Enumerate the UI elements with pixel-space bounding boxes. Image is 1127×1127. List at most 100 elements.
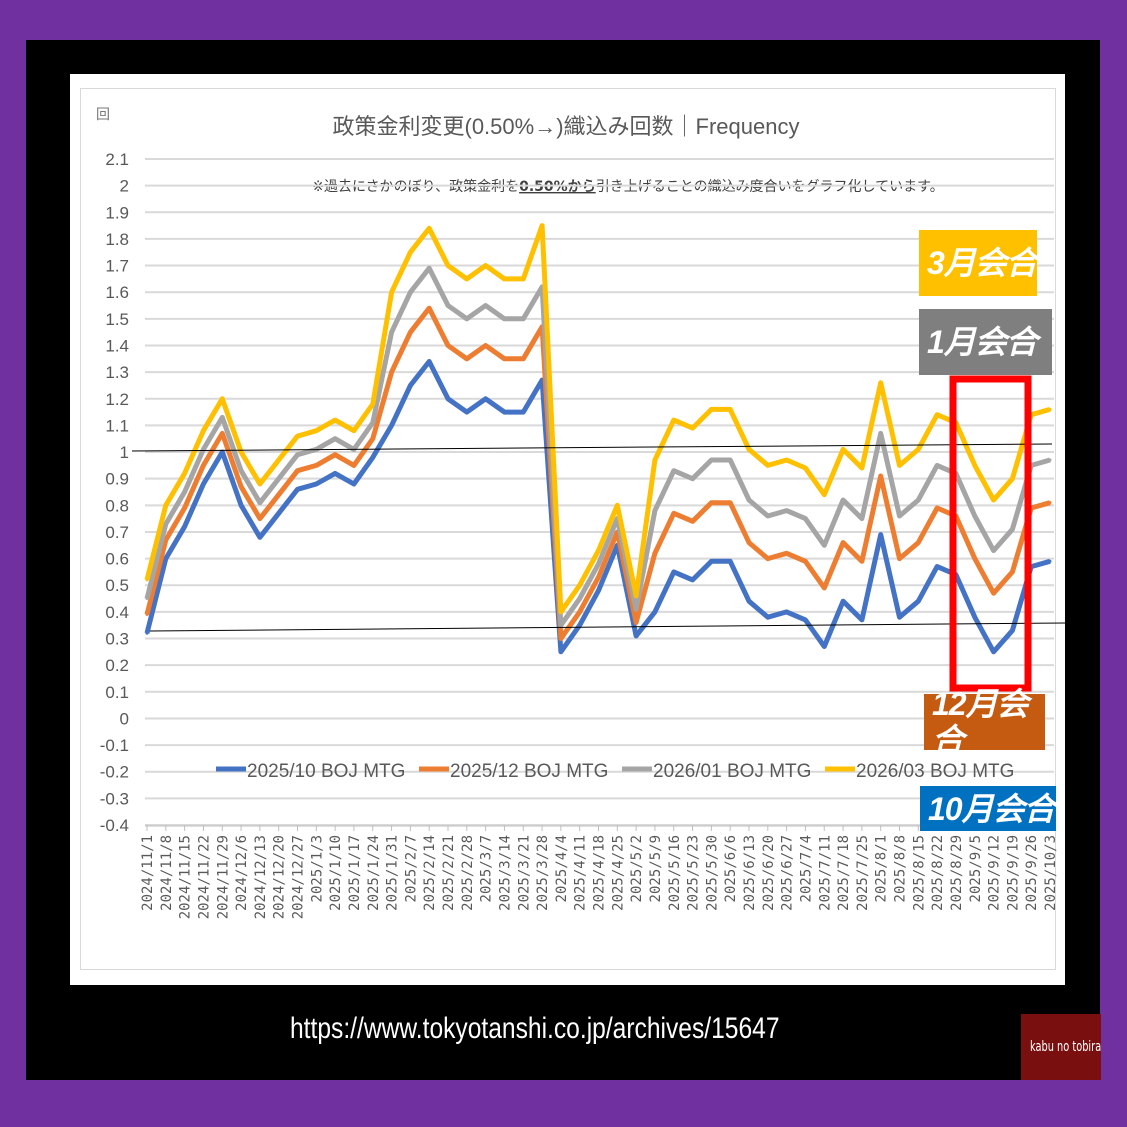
x-tick-label: 2025/1/31 [385,835,401,911]
tag-march: 3月会合 [919,230,1038,296]
data-point [408,383,412,387]
data-point [201,429,205,433]
x-tick-label: 2025/8/15 [911,835,927,911]
data-point [672,469,676,473]
y-tick-label: 1.5 [105,310,129,329]
data-point [333,453,337,457]
data-point [465,357,469,361]
data-point [898,557,901,561]
data-point [691,578,695,582]
x-tick-label: 2025/6/27 [780,835,796,911]
data-point [672,418,676,422]
data-point [578,623,582,627]
data-point [822,586,826,590]
data-point [916,498,920,502]
y-tick-label: 1.8 [105,230,129,249]
x-tick-label: 2025/5/23 [686,835,702,911]
data-point [653,509,657,513]
data-point [277,458,281,462]
data-point [502,410,506,414]
data-point [446,397,450,401]
y-tick-label: 1.9 [105,203,129,222]
data-point [785,509,789,513]
y-tick-label: -0.3 [100,789,129,808]
data-point [371,402,375,406]
x-tick-label: 2024/11/15 [178,835,194,919]
data-point [935,463,939,467]
data-point [183,471,187,475]
data-point [1010,629,1014,633]
data-point [785,551,789,555]
data-point [766,615,770,619]
data-point [559,623,563,627]
data-point [258,517,262,521]
data-point [578,610,582,614]
x-tick-label: 2025/5/16 [667,835,683,911]
data-point [408,290,412,294]
data-point [691,519,695,523]
data-point [728,407,732,411]
data-point [841,599,845,603]
y-tick-label: 0.9 [105,470,129,489]
data-point [728,458,732,462]
data-point [390,370,394,374]
data-point [992,549,996,553]
data-point [916,447,920,451]
y-tick-label: 0 [120,709,129,728]
chart-title: 政策金利変更(0.50%→)織込み回数｜Frequency [333,114,800,139]
x-tick-label: 2025/5/2 [629,835,645,902]
y-tick-label: 0.8 [105,496,129,515]
data-point [803,618,807,622]
data-point [502,317,506,321]
x-tick-label: 2025/9/19 [1005,835,1021,911]
data-point [333,471,337,475]
data-point [390,290,394,294]
data-point [615,503,619,507]
y-tick-label: 0.5 [105,576,129,595]
data-point [239,469,243,473]
data-point [220,415,224,419]
data-point [352,482,356,486]
data-point [258,482,262,486]
data-point [258,535,262,539]
x-tick-label: 2025/2/7 [403,835,419,902]
x-tick-label: 2025/4/4 [554,835,570,902]
x-tick-label: 2025/10/3 [1043,835,1059,911]
data-point [841,498,845,502]
data-point [220,431,224,435]
legend-label: 2025/12 BOJ MTG [450,761,608,782]
data-point [145,597,149,601]
x-tick-label: 2024/12/27 [291,835,307,919]
data-point [634,634,638,638]
x-tick-label: 2025/9/12 [987,835,1003,911]
data-point [296,434,299,438]
logo-text: kabu no tobira [1030,1039,1102,1055]
data-point [822,543,826,547]
data-point [484,343,488,347]
data-point [709,458,713,462]
x-tick-label: 2025/8/29 [949,835,965,911]
data-point [597,589,600,593]
reference-line-lower [149,622,1066,632]
x-tick-label: 2025/1/17 [347,835,363,911]
data-point [785,458,789,462]
data-point [653,458,657,462]
data-point [747,599,751,603]
x-tick-label: 2025/7/25 [855,835,871,911]
data-point [935,565,939,569]
data-point [597,549,600,553]
data-point [277,511,281,515]
y-tick-label: 2.1 [105,150,129,169]
data-point [766,463,770,467]
data-point [521,357,525,361]
x-tick-label: 2025/1/10 [328,835,344,911]
source-url[interactable]: https://www.tokyotanshi.co.jp/archives/1… [290,1012,780,1045]
data-point [766,514,770,518]
data-point [201,482,205,486]
data-point [371,437,375,441]
x-tick-label: 2025/4/25 [610,835,626,911]
data-point [879,533,883,537]
x-tick-label: 2025/7/4 [798,835,814,902]
data-point [822,493,826,497]
data-point [841,447,845,451]
